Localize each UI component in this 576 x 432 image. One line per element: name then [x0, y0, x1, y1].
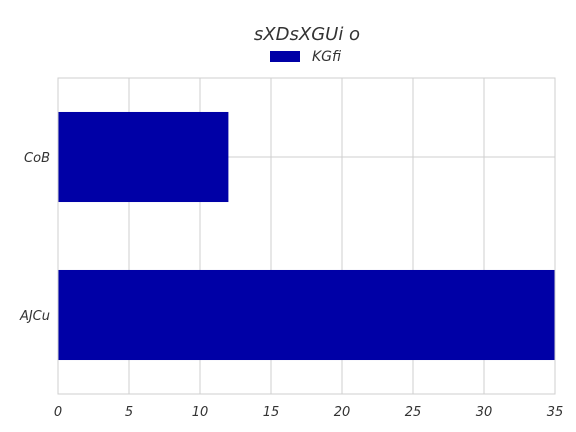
bar-ajcu — [58, 269, 555, 361]
x-tick-label: 10 — [192, 405, 209, 420]
x-tick-label: 0 — [54, 405, 62, 420]
x-tick-label: 30 — [476, 405, 493, 420]
chart-title: sXDsXGUi o — [254, 24, 360, 45]
x-tick-label: 35 — [547, 405, 564, 420]
x-tick-label: 15 — [263, 405, 280, 420]
plot-frame — [57, 77, 556, 395]
y-tick-labels: CoB AJCu — [19, 151, 50, 324]
bars — [58, 111, 555, 361]
x-tick-label: 20 — [334, 405, 351, 420]
x-tick-labels: 0 5 10 15 20 25 30 35 — [54, 405, 563, 420]
legend-swatch — [270, 51, 300, 62]
legend: KGfi — [270, 49, 341, 65]
x-tick-label: 25 — [405, 405, 422, 420]
y-tick-label: CoB — [24, 151, 50, 166]
y-tick-label: AJCu — [19, 309, 50, 324]
legend-label: KGfi — [312, 49, 341, 65]
x-tick-label: 5 — [125, 405, 133, 420]
bar-cob — [58, 111, 229, 203]
